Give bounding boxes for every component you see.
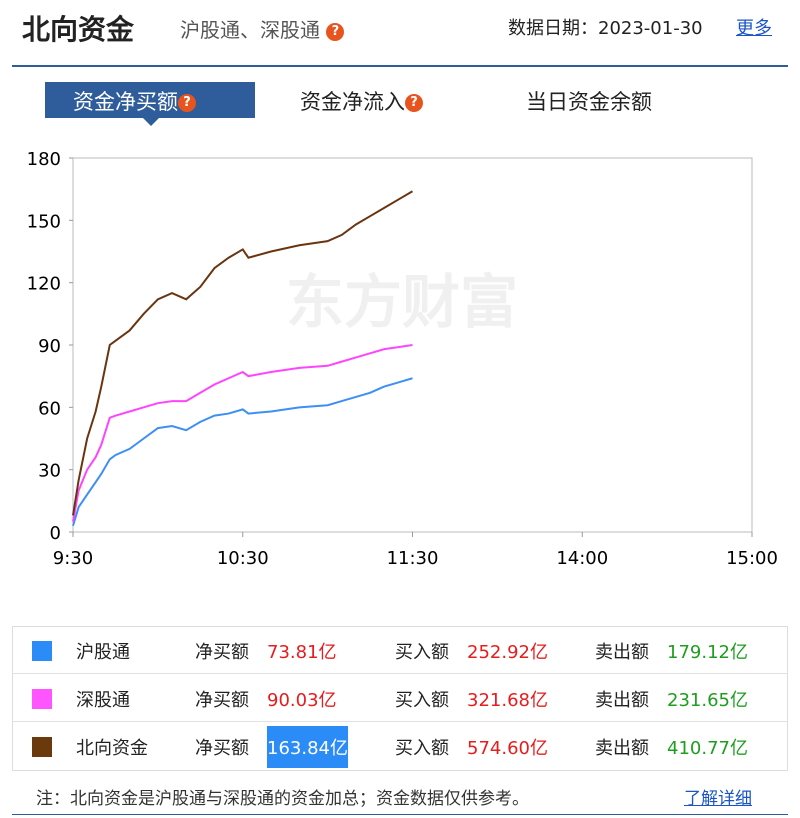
item-label: 买入额	[395, 738, 449, 759]
series-line	[72, 377, 413, 527]
y-tick-label: 180	[27, 149, 61, 170]
item-value: 252.92亿	[467, 642, 548, 663]
row-name: 沪股通	[76, 642, 130, 663]
watermark: 东方财富	[286, 268, 518, 336]
active-tab-bg	[45, 82, 255, 118]
y-tick-label: 90	[38, 336, 61, 357]
item-label: 买入额	[395, 690, 449, 711]
table-row: 深股通 净买额 90.03亿 买入额 321.68亿 卖出额 231.65亿	[12, 674, 788, 722]
item-value: 163.84亿	[267, 726, 348, 768]
item-value: 179.12亿	[667, 642, 748, 663]
item-value: 410.77亿	[667, 738, 748, 759]
help-icon[interactable]: ?	[178, 94, 196, 112]
item-value: 90.03亿	[267, 690, 337, 711]
footer-rule	[12, 814, 788, 815]
legend-swatch	[32, 737, 52, 757]
item-value: 574.60亿	[467, 738, 548, 759]
help-icon[interactable]: ?	[405, 94, 423, 112]
subtitle-text: 沪股通、深股通	[180, 18, 320, 42]
item-label: 买入额	[395, 642, 449, 663]
item-value: 321.68亿	[467, 690, 548, 711]
help-icon[interactable]: ?	[326, 22, 345, 41]
more-link[interactable]: 更多	[736, 18, 772, 39]
item-label: 卖出额	[595, 642, 649, 663]
x-tick-label: 9:30	[53, 548, 93, 569]
legend-swatch	[32, 689, 52, 709]
summary-table: 沪股通 净买额 73.81亿 买入额 252.92亿 卖出额 179.12亿 深股通 净买额 90…	[0, 626, 800, 772]
item-value: 231.65亿	[667, 690, 748, 711]
series-line	[72, 344, 413, 522]
row-name: 北向资金	[76, 738, 148, 759]
y-tick-label: 150	[27, 211, 61, 232]
table-row: 北向资金 净买额 163.84亿 买入额 574.60亿 卖出额 410.77亿	[12, 722, 788, 769]
note: 注：北向资金是沪股通与深股通的资金加总；资金数据仅供参考。	[36, 789, 529, 809]
table-border	[12, 626, 788, 771]
y-tick-label: 0	[50, 523, 61, 544]
tab[interactable]: 当日资金余额	[526, 86, 652, 116]
series-line	[72, 190, 414, 516]
tab[interactable]: 资金净买额?	[73, 86, 196, 116]
item-label: 卖出额	[595, 690, 649, 711]
tab-label: 当日资金余额	[526, 90, 652, 114]
header-rule	[12, 65, 788, 67]
legend-swatch	[32, 641, 52, 661]
item-label: 净买额	[195, 690, 249, 711]
x-tick-label: 11:30	[387, 548, 439, 569]
x-tick-label: 15:00	[726, 548, 778, 569]
date: 数据日期：2023-01-30	[508, 18, 703, 39]
tab-pointer	[143, 118, 159, 126]
table-row: 沪股通 净买额 73.81亿 买入额 252.92亿 卖出额 179.12亿	[12, 626, 788, 674]
y-tick-label: 120	[27, 274, 61, 295]
item-value: 73.81亿	[267, 642, 337, 663]
y-tick-label: 60	[38, 398, 61, 419]
chart: 东方财富 0 30 60 90 120 150 180 9:30 10:30 11:30 14:00…	[27, 149, 778, 569]
x-tick-label: 14:00	[556, 548, 608, 569]
note-link[interactable]: 了解详细	[684, 789, 752, 809]
y-tick-label: 30	[38, 461, 61, 482]
x-tick-label: 10:30	[217, 548, 269, 569]
tab-label: 资金净买额	[73, 90, 178, 114]
title: 北向资金	[22, 13, 135, 46]
row-name: 深股通	[76, 690, 130, 711]
item-label: 净买额	[195, 738, 249, 759]
item-label: 卖出额	[595, 738, 649, 759]
tab-label: 资金净流入	[300, 90, 405, 114]
subtitle: 沪股通、深股通 ?	[180, 14, 345, 43]
tab[interactable]: 资金净流入?	[300, 86, 423, 116]
item-label: 净买额	[195, 642, 249, 663]
